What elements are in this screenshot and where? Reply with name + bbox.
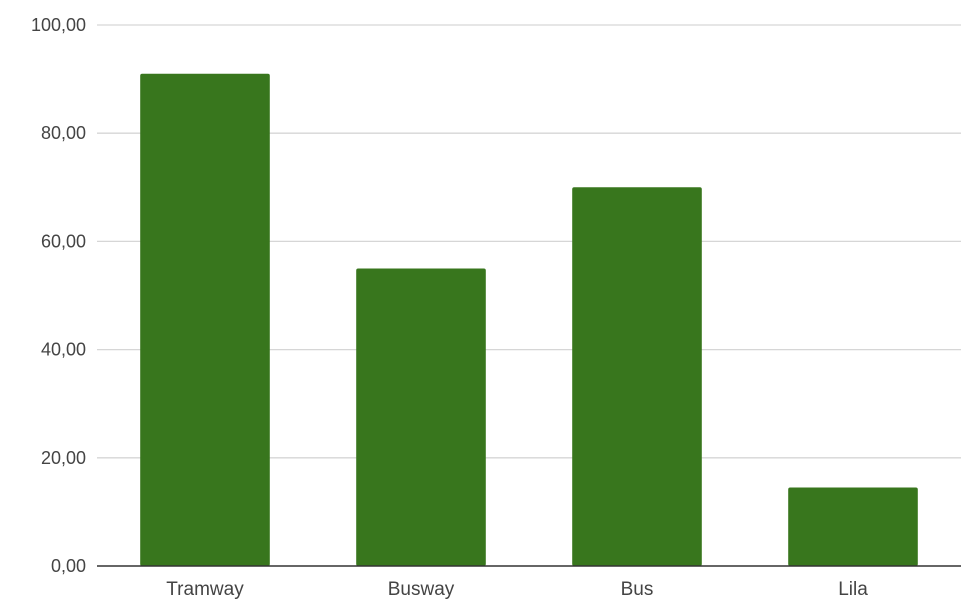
- bar-tramway[interactable]: [140, 73, 270, 566]
- y-tick-label: 60,00: [41, 231, 86, 251]
- x-axis-category-labels: Tramway Busway Bus Lila: [166, 579, 868, 599]
- y-tick-label: 0,00: [51, 556, 86, 576]
- y-axis-tick-labels: 0,00 20,00 40,00 60,00 80,00 100,00: [31, 15, 86, 576]
- bar-busway[interactable]: [356, 268, 486, 566]
- y-tick-label: 40,00: [41, 340, 86, 360]
- bar-lila[interactable]: [788, 487, 918, 566]
- y-tick-label: 80,00: [41, 123, 86, 143]
- x-category-label: Tramway: [166, 579, 244, 599]
- x-category-label: Lila: [838, 579, 868, 599]
- bars: [140, 73, 918, 567]
- y-tick-label: 100,00: [31, 15, 86, 35]
- y-tick-label: 20,00: [41, 448, 86, 468]
- bar-bus[interactable]: [572, 187, 702, 567]
- x-category-label: Bus: [621, 579, 654, 599]
- x-category-label: Busway: [388, 579, 455, 599]
